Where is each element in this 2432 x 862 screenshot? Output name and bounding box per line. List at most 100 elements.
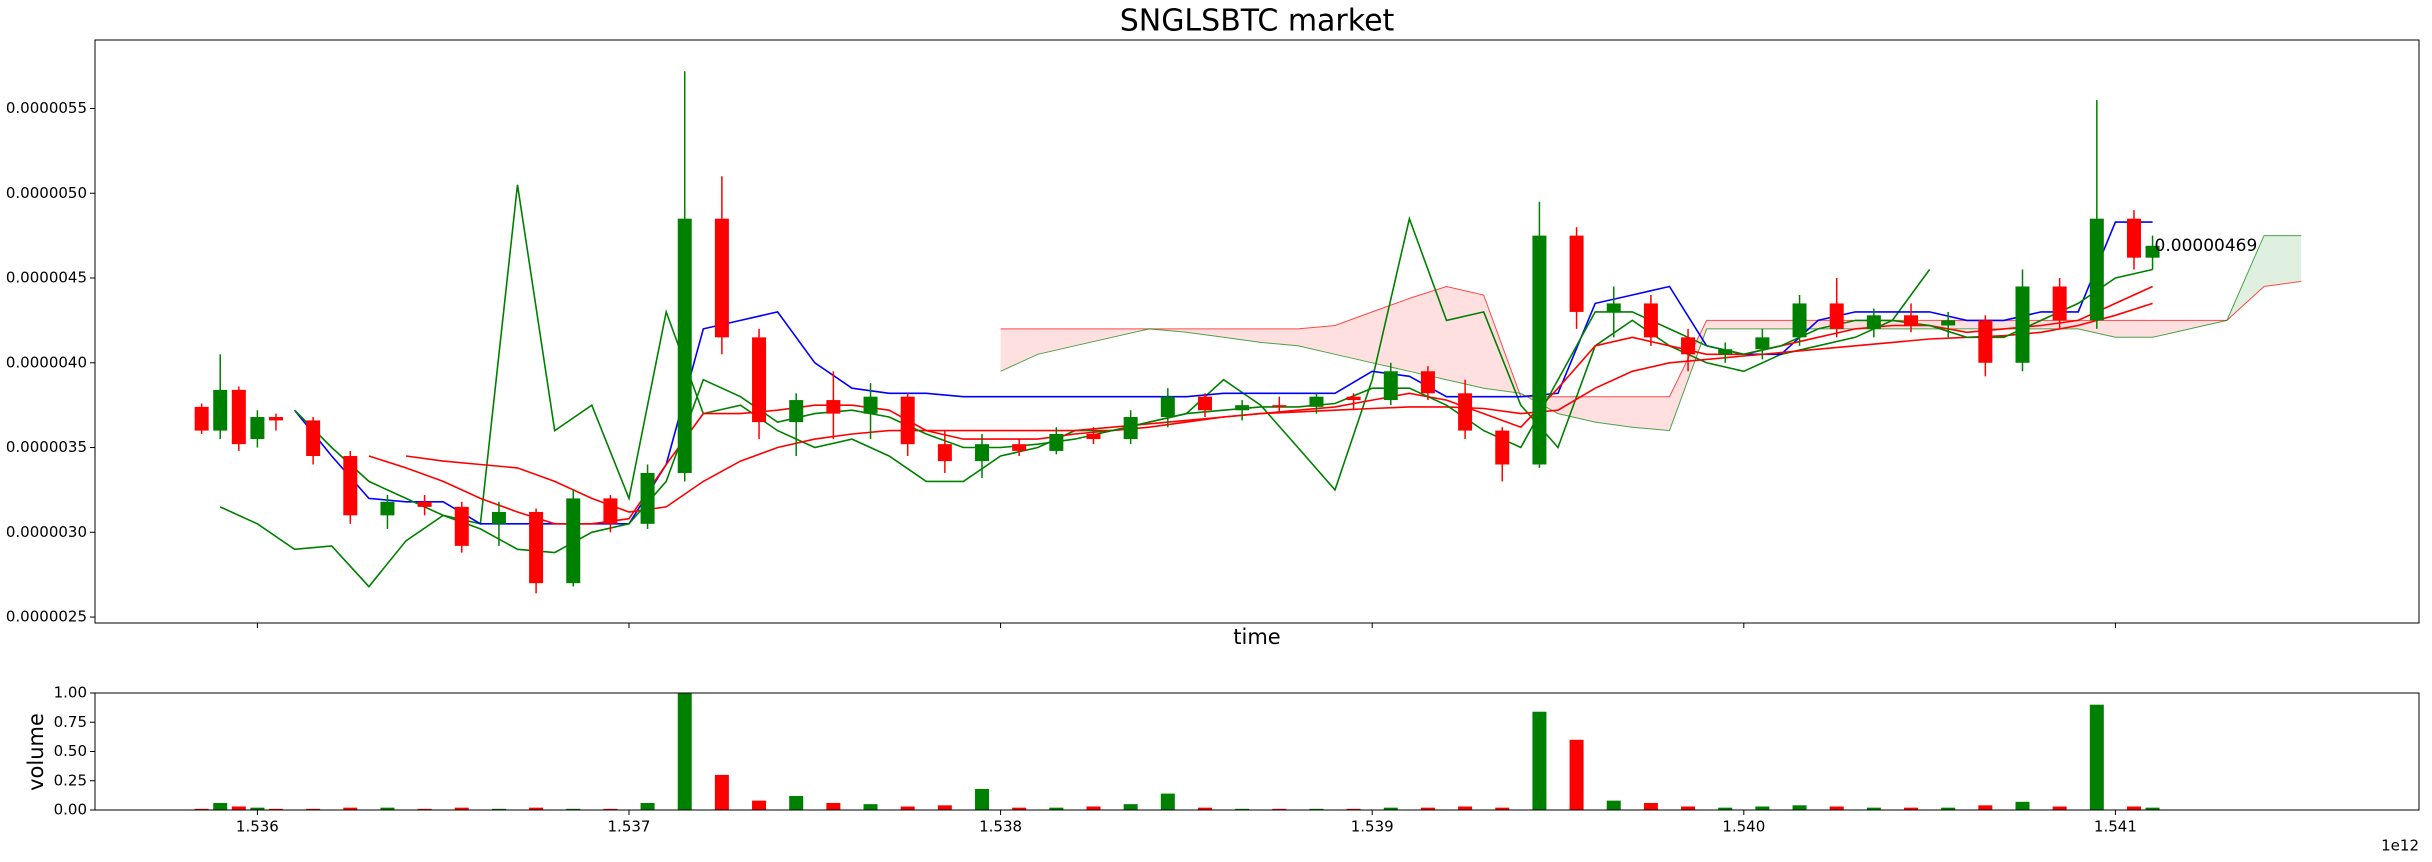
candle-body (1532, 235, 1547, 465)
cloud-fill (1372, 298, 1410, 372)
price-annotation: 0.00000469 (2155, 236, 2258, 256)
candle-body (640, 472, 655, 524)
x-tick-label: 1.538 (979, 818, 1022, 836)
candle-body (194, 406, 209, 431)
candle-body (250, 417, 265, 440)
cloud-fill (2115, 320, 2153, 338)
volume-bar (603, 808, 618, 810)
indicator-line (293, 221, 2153, 525)
candle-body (1123, 417, 1138, 440)
cloud-fill (1669, 320, 1707, 431)
candle-body (529, 511, 544, 584)
indicator-line (1000, 235, 2302, 432)
volume-bar (417, 808, 432, 810)
cloud-fill (1632, 396, 1670, 431)
candle-body (1086, 433, 1101, 440)
volume-bar (194, 808, 209, 810)
y-tick-label: 0.0000025 (6, 608, 87, 626)
candle-body (789, 400, 804, 423)
cloud-fill (2264, 235, 2302, 287)
cloud-fill (1260, 328, 1298, 346)
volume-bar (975, 788, 990, 810)
candle-body (826, 400, 841, 414)
candle-body (380, 501, 395, 516)
volume-bar (1829, 806, 1844, 810)
candle-body (752, 337, 767, 423)
volume-bar (1904, 807, 1919, 810)
volume-bar (2126, 806, 2141, 810)
x-tick-label: 1.540 (1722, 818, 1765, 836)
x-tick-label: 1.541 (2094, 818, 2137, 836)
candle-body (2145, 245, 2160, 258)
volume-bar (1383, 807, 1398, 810)
candle-body (2126, 218, 2141, 258)
candle-body (1309, 396, 1324, 407)
x-tick-label: 1.536 (236, 818, 279, 836)
volume-bar (752, 800, 767, 810)
candle-body (863, 396, 878, 414)
volume-bar (2052, 806, 2067, 810)
volume-bar (306, 808, 321, 810)
candle-body (2015, 286, 2030, 363)
candle-body (1383, 371, 1398, 401)
volume-bar (529, 807, 544, 810)
volume-bar (1309, 808, 1324, 810)
y-tick-label: 1.00 (54, 684, 87, 702)
candle-body (1012, 444, 1027, 451)
candle-body (306, 420, 321, 457)
y-tick-label: 0.0000050 (6, 184, 87, 202)
candle-body (213, 389, 228, 431)
candle-body (677, 218, 692, 473)
candle-body (1346, 396, 1361, 401)
candle-body (1458, 393, 1473, 431)
volume-bar (213, 802, 228, 810)
x-tick-label: 1.537 (608, 818, 651, 836)
candle-body (937, 444, 952, 462)
volume-bar (677, 693, 692, 810)
volume-bar (2145, 807, 2160, 810)
volume-bar (1160, 793, 1175, 810)
candle-body (1420, 371, 1435, 394)
candle-body (1681, 337, 1696, 355)
candle-body (1904, 315, 1919, 326)
volume-bar (900, 806, 915, 810)
candle-body (1792, 303, 1807, 338)
volume-bar (863, 804, 878, 810)
volume-bar (1272, 808, 1287, 810)
volume-bar (2089, 704, 2104, 810)
volume-bar (1866, 807, 1881, 810)
candle-body (1829, 303, 1844, 329)
volume-bar (1681, 806, 1696, 810)
volume-bar (789, 795, 804, 810)
volume-bar (454, 807, 469, 810)
x-tick-label: 1.539 (1351, 818, 1394, 836)
volume-bar (491, 808, 506, 810)
candle-body (2052, 286, 2067, 321)
volume-bar (2015, 801, 2030, 810)
cloud-fill (1000, 328, 1038, 372)
volume-bar (268, 808, 283, 810)
chart-title: SNGLSBTC market (1120, 4, 1395, 39)
candle-body (1197, 396, 1212, 411)
volume-bar (1495, 807, 1510, 810)
candle-body (1160, 396, 1175, 418)
candle-body (2089, 218, 2104, 321)
volume-bar (566, 808, 581, 810)
volume-bar (1012, 807, 1027, 810)
cloud-fill (1446, 286, 1484, 389)
volume-bar (231, 806, 246, 810)
axes-frame (94, 39, 2420, 624)
candle-body (1978, 320, 1993, 363)
cloud-fill (1335, 311, 1373, 363)
candle-body (566, 498, 581, 584)
y-tick-label: 0.75 (54, 713, 87, 731)
volume-bar (1123, 804, 1138, 810)
candle-body (268, 417, 283, 421)
candle-body (1272, 405, 1287, 407)
volume-bar (1941, 807, 1956, 810)
volume-bar (1197, 807, 1212, 810)
candle-body (343, 456, 358, 516)
cloud-fill (1557, 396, 1596, 423)
candle-body (1049, 433, 1064, 451)
